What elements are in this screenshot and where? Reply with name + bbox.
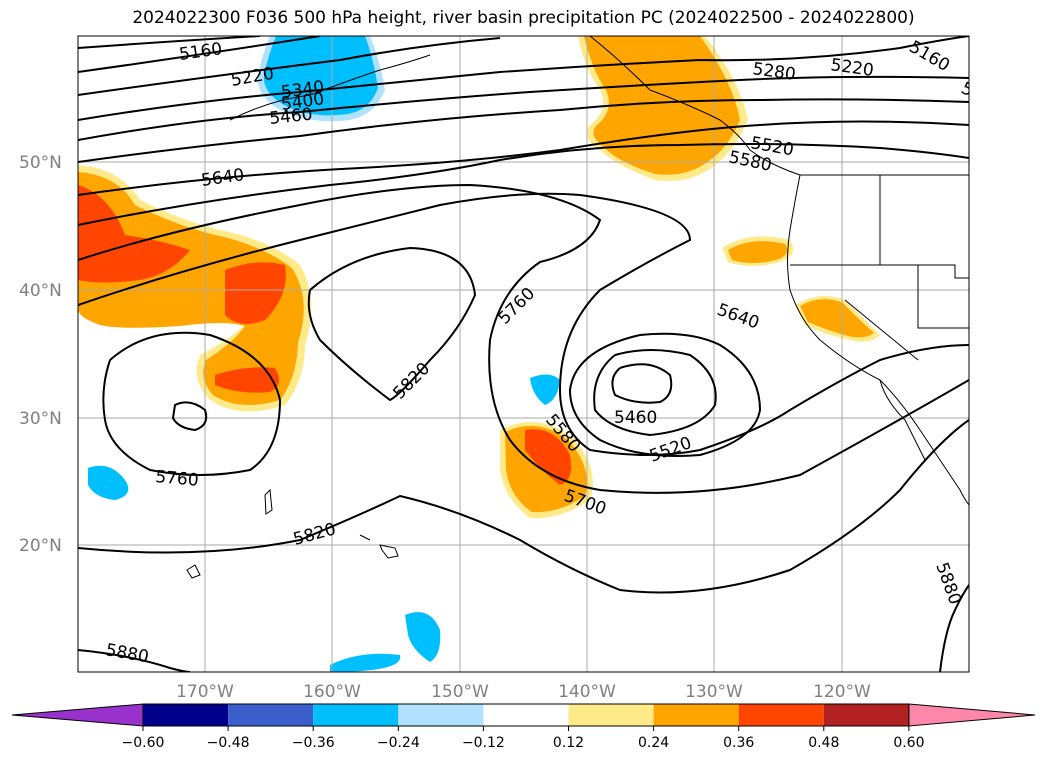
- map-frame: [77, 35, 970, 673]
- contour-label: 5460: [268, 105, 313, 129]
- colorbar-tick-label: 0.24: [638, 735, 669, 751]
- latitude-labels: 50°N 40°N 30°N 20°N: [19, 153, 62, 556]
- contour-label: 5760: [155, 467, 200, 491]
- colorbar-tick-label: −0.12: [462, 735, 505, 751]
- lat-label: 30°N: [19, 409, 62, 429]
- colorbar: −0.60 −0.48 −0.36 −0.24 −0.12 0.12 0.24 0.36 0.4…: [11, 703, 1036, 751]
- colorbar-tick-label: 0.48: [808, 735, 839, 751]
- colorbar-frame: [142, 703, 910, 727]
- contour-label: 5460: [614, 408, 657, 428]
- colorbar-tick-label: −0.24: [377, 735, 420, 751]
- colorbar-extend-low: [11, 703, 144, 727]
- colorbar-segment: [398, 704, 484, 726]
- colorbar-tick-label: −0.48: [207, 735, 250, 751]
- plot-title: 2024022300 F036 500 hPa height, river ba…: [132, 8, 915, 28]
- colorbar-tick-label: −0.60: [122, 735, 165, 751]
- contour-label: 5760: [958, 78, 1006, 114]
- lon-label: 170°W: [176, 682, 234, 702]
- colorbar-segment: [568, 704, 654, 726]
- colorbar-segment: [313, 704, 399, 726]
- colorbar-segment: [738, 704, 824, 726]
- lon-label: 150°W: [431, 682, 489, 702]
- colorbar-segment: [823, 704, 909, 726]
- lat-label: 20°N: [19, 536, 62, 556]
- colorbar-tick-label: −0.36: [292, 735, 335, 751]
- lon-label: 160°W: [303, 682, 361, 702]
- colorbar-segment: [483, 704, 569, 726]
- graticule: [78, 36, 969, 672]
- lon-label: 130°W: [685, 682, 743, 702]
- colorbar-tick-label: 0.60: [893, 735, 924, 751]
- colorbar-segment: [653, 704, 739, 726]
- colorbar-tick-label: 0.36: [723, 735, 754, 751]
- colorbar-tick-label: 0.12: [553, 735, 584, 751]
- coastlines: [186, 36, 969, 579]
- longitude-labels: 170°W 160°W 150°W 140°W 130°W 120°W: [176, 682, 871, 702]
- lon-label: 140°W: [558, 682, 616, 702]
- lat-label: 40°N: [19, 281, 62, 301]
- lat-label: 50°N: [19, 153, 62, 173]
- colorbar-extend-high: [908, 703, 1036, 727]
- colorbar-segment: [228, 704, 314, 726]
- height-contours: [78, 36, 969, 672]
- colorbar-segment: [143, 704, 229, 726]
- lon-label: 120°W: [813, 682, 871, 702]
